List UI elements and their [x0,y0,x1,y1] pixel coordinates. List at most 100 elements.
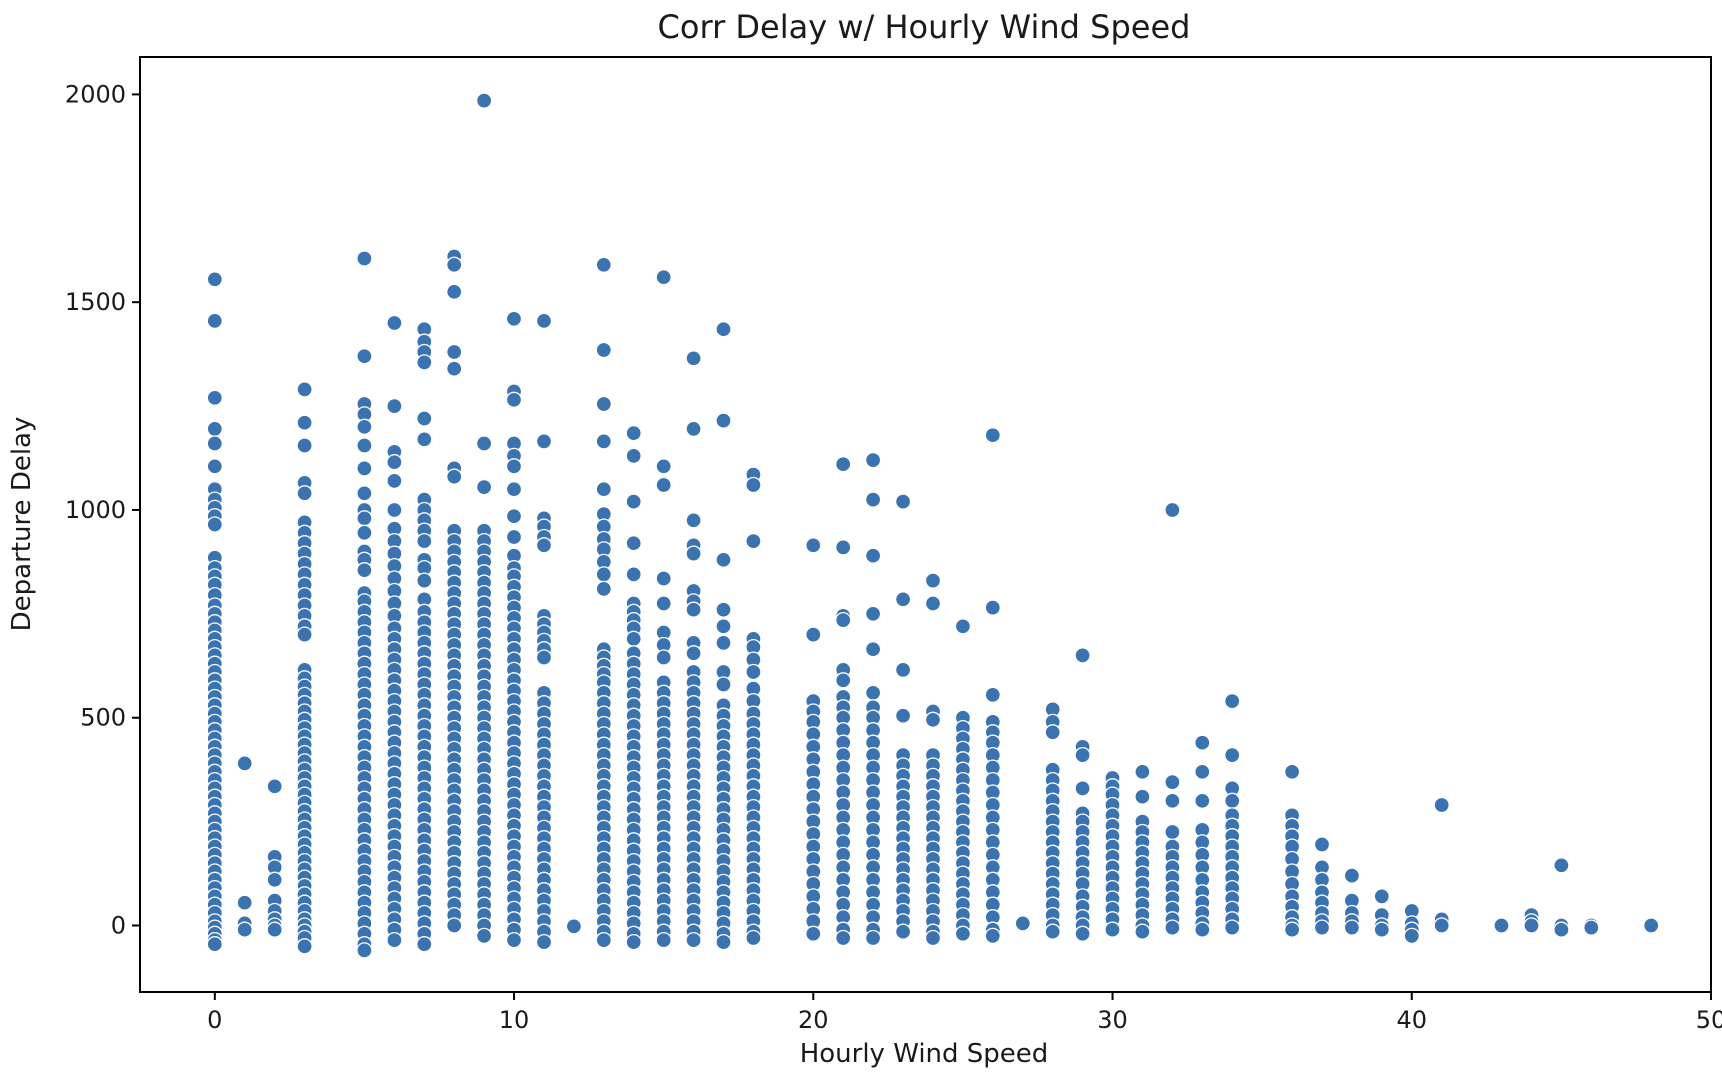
data-point [835,456,852,473]
data-point [386,501,403,519]
data-point [835,929,852,947]
data-point [416,410,433,427]
data-point [416,532,433,550]
data-point [1104,921,1121,938]
data-point [1553,921,1570,938]
data-point [685,350,702,367]
data-point [984,927,1001,945]
data-point [655,269,672,286]
data-point [416,354,433,371]
data-point [625,933,642,951]
data-point [206,389,223,406]
data-point [1553,857,1570,874]
data-point [505,508,523,525]
data-point [685,420,702,438]
data-point [1014,915,1031,932]
data-point [446,283,463,300]
data-point [416,431,433,448]
data-point [805,925,822,942]
data-point [805,626,822,643]
data-point [685,545,702,562]
data-point [625,493,642,510]
data-point [1224,692,1241,710]
data-point [1164,919,1181,936]
x-tick-label: 20 [798,1006,829,1034]
data-point [266,871,283,888]
y-tick-label: 2000 [65,80,126,108]
data-point [685,645,702,662]
data-point [446,343,463,361]
data-point [386,472,403,490]
data-point [356,418,373,435]
data-point [894,923,912,940]
data-point [206,312,223,330]
data-point [1583,919,1600,936]
data-point [1164,501,1181,519]
data-point [625,630,642,647]
data-point [416,936,433,953]
y-tick-label: 1500 [65,288,126,316]
data-point [535,312,553,330]
data-point [266,778,283,795]
data-point [595,433,612,450]
data-point [894,493,912,510]
x-axis: 0 10 20 30 40 50 [207,992,1722,1034]
data-point [1134,763,1151,780]
data-point [1134,788,1151,805]
data-point [416,572,433,589]
data-point [595,481,612,498]
data-point [1343,919,1361,936]
data-point [835,539,852,556]
data-point [505,528,523,546]
data-point [296,485,313,502]
data-point [864,547,882,564]
data-point [924,572,942,589]
data-point [924,711,942,728]
data-point [206,435,223,452]
data-point [1224,792,1241,809]
data-point [685,931,702,949]
data-point [715,933,732,951]
data-point [894,591,912,608]
y-axis-label: Departure Delay [7,417,37,632]
data-point [1164,773,1181,791]
data-point [625,566,642,583]
data-point [595,580,612,598]
data-point [446,917,463,934]
data-point [625,424,642,442]
data-point [655,649,672,666]
data-point [625,535,642,552]
data-point [1433,796,1450,814]
data-point [745,532,762,550]
data-point [984,599,1001,616]
data-point [954,925,972,942]
data-point [1074,746,1091,764]
data-point [475,92,493,109]
data-point [1044,724,1061,741]
data-point [1194,734,1211,751]
data-point [1373,888,1390,905]
data-point [595,256,612,273]
data-point [1194,921,1211,938]
data-point [1403,927,1420,945]
data-point [505,481,523,498]
data-point [386,314,403,332]
data-point [745,929,762,947]
data-point [356,437,373,454]
data-point [835,672,852,689]
data-point [505,458,523,475]
data-point [954,618,972,635]
data-point [1074,780,1091,797]
data-point [864,605,882,622]
data-point [1493,917,1510,934]
data-point [924,929,942,947]
data-point [356,524,373,541]
data-point [296,381,313,398]
data-point [206,936,223,953]
data-point [206,271,223,288]
y-tick-label: 500 [80,704,126,732]
data-point [535,933,553,951]
data-point [894,661,912,679]
x-tick-label: 40 [1396,1006,1427,1034]
data-point [655,595,672,612]
